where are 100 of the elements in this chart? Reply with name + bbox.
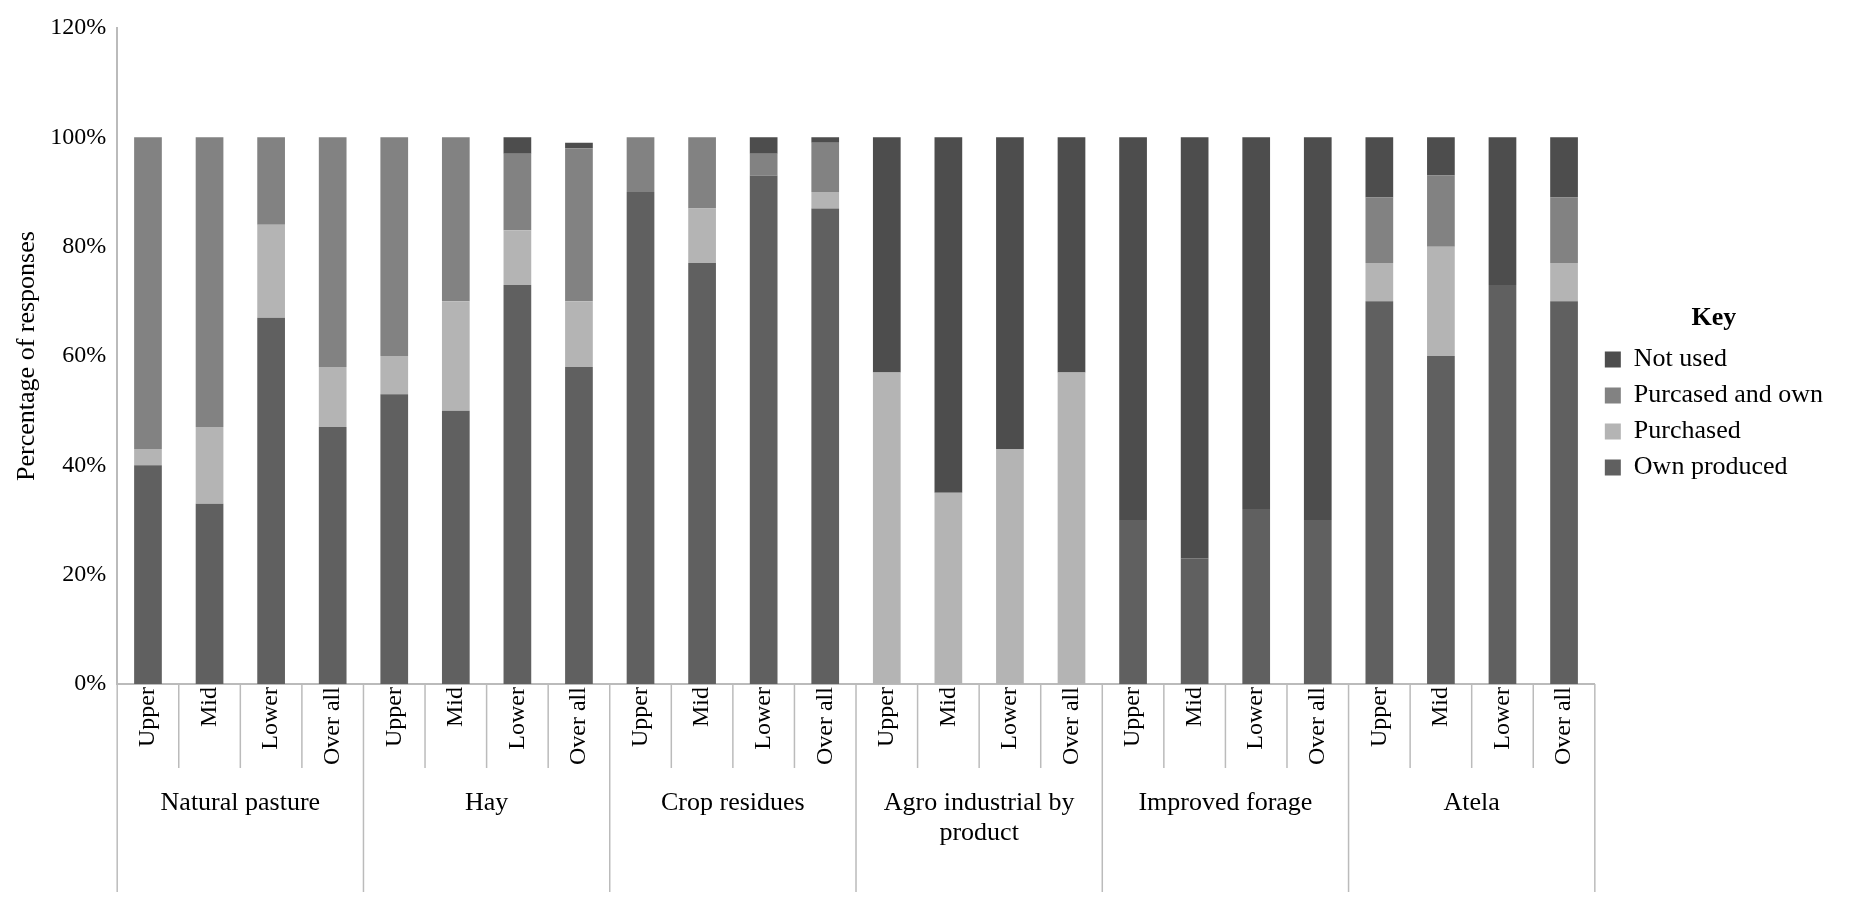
bar [380, 137, 409, 357]
bar [1180, 558, 1209, 685]
y-axis-title: Percentage of responses [11, 231, 41, 481]
legend-label: Purcased and own [1633, 379, 1824, 409]
y-tick-label: 0% [74, 669, 107, 696]
x-tick-label: Mid [1179, 687, 1206, 728]
bar [441, 410, 470, 685]
bar [257, 137, 285, 225]
x-tick-label: Mid [933, 687, 960, 728]
bar [565, 142, 593, 149]
y-tick-label: 120% [50, 13, 107, 40]
x-tick-label: Over all [317, 686, 344, 765]
bar [257, 317, 285, 685]
bar [749, 153, 778, 176]
x-tick-label: Lower [502, 687, 529, 750]
bar [1488, 137, 1517, 285]
bar [503, 230, 532, 285]
x-tick-label: Upper [1364, 687, 1391, 748]
bar [1303, 520, 1332, 685]
bar [1180, 137, 1209, 559]
bar [1119, 520, 1147, 685]
text: Hay [464, 786, 509, 816]
x-tick-label: Mid [194, 687, 221, 728]
bar [811, 192, 840, 209]
bar [811, 142, 840, 193]
bar [1057, 137, 1086, 373]
bar [195, 503, 224, 685]
bar [565, 301, 593, 367]
bar [565, 148, 593, 302]
x-tick-label: Over all [810, 686, 837, 765]
x-tick-label: Over all [1056, 686, 1083, 765]
legend-label: Own produced [1633, 451, 1788, 481]
y-tick-label: 40% [62, 450, 107, 477]
bar [565, 366, 593, 685]
x-tick-label: Over all [1303, 686, 1330, 765]
bar [503, 284, 532, 685]
x-tick-label: Lower [1241, 687, 1268, 750]
bar [1488, 284, 1517, 685]
x-tick-label: Lower [256, 687, 283, 750]
legend-title: Key [1691, 302, 1737, 332]
x-tick-label: Lower [1487, 687, 1514, 750]
text: Crop residues [661, 786, 805, 816]
x-tick-label: Mid [441, 687, 468, 728]
bar [872, 137, 901, 373]
x-tick-label: Upper [133, 687, 160, 748]
bar [1365, 137, 1394, 198]
bar [195, 137, 224, 428]
bar [1427, 175, 1455, 247]
bar [441, 301, 470, 411]
bar [1365, 197, 1394, 264]
bar [134, 448, 162, 466]
x-tick-label: Lower [995, 687, 1022, 750]
x-tick-label: Upper [625, 687, 652, 748]
bar [503, 153, 532, 231]
y-tick-label: 80% [62, 231, 107, 258]
bar [626, 137, 655, 193]
x-tick-label: Upper [872, 687, 899, 748]
x-tick-label: Mid [1426, 687, 1453, 728]
bar [1427, 246, 1455, 357]
bar [688, 263, 716, 685]
bar [503, 137, 532, 154]
bar [749, 137, 778, 154]
x-tick-label: Mid [687, 687, 714, 728]
text: Atela [1443, 786, 1501, 816]
bar [1242, 509, 1271, 685]
y-tick-label: 20% [62, 559, 107, 586]
x-tick-label: Over all [1549, 686, 1576, 765]
bar [318, 137, 347, 367]
bar [811, 137, 840, 143]
y-tick-label: 60% [62, 341, 107, 368]
bar [1550, 263, 1578, 302]
bar [257, 224, 285, 318]
bar [1365, 263, 1394, 302]
bar [441, 137, 470, 302]
legend-label: Not used [1633, 343, 1727, 373]
bar [1303, 137, 1332, 521]
bar [996, 137, 1024, 449]
text: Improved forage [1138, 786, 1313, 816]
bar [1242, 137, 1271, 510]
x-tick-label: Upper [379, 687, 406, 748]
bar [749, 175, 778, 685]
bar [134, 137, 162, 449]
bar [934, 137, 963, 493]
bar [626, 192, 655, 685]
bar [380, 394, 409, 685]
x-tick-label: Upper [1118, 687, 1145, 748]
x-tick-label: Over all [564, 686, 591, 765]
bar [1550, 301, 1578, 685]
bar [134, 465, 162, 685]
bar [195, 427, 224, 504]
text: Agro industrial by product [883, 786, 1075, 846]
bar [1119, 137, 1147, 521]
bar [318, 366, 347, 428]
text: Natural pasture [160, 786, 321, 816]
bar [1550, 137, 1578, 198]
x-tick-label: Lower [748, 687, 775, 750]
bar [1365, 301, 1394, 685]
bar [1427, 137, 1455, 176]
bar [1427, 356, 1455, 685]
bar [811, 208, 840, 685]
